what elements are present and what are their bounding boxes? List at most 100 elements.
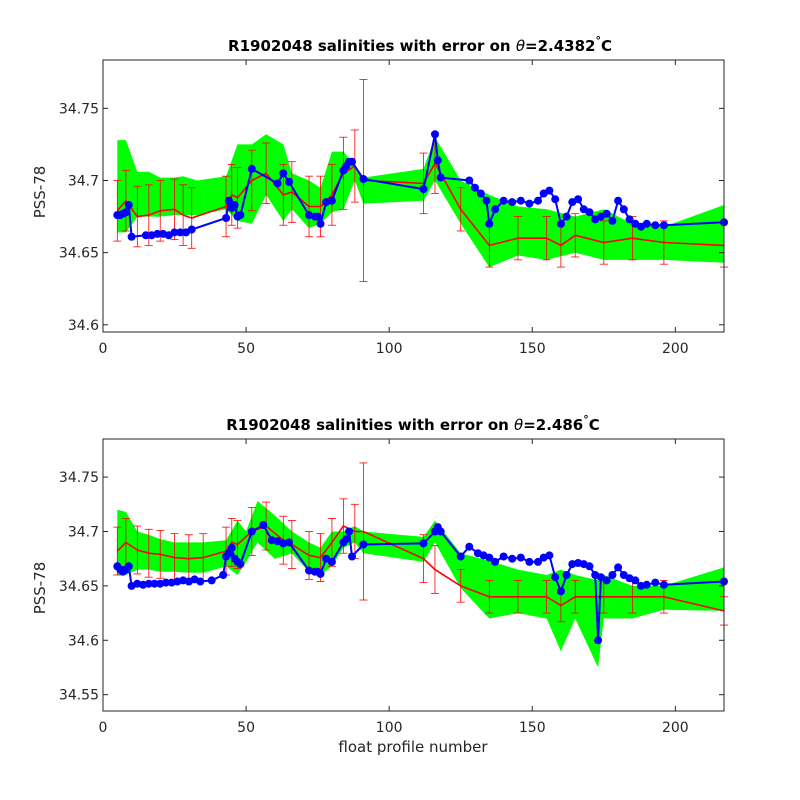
top-y-tick-label: 34.6 <box>68 318 99 334</box>
bottom-float-point <box>491 557 500 566</box>
bottom-y-tick-label: 34.75 <box>59 470 99 486</box>
top-float-point <box>625 215 634 224</box>
bottom-title-symbol: θ <box>514 416 523 434</box>
bottom-x-axis-label: float profile number <box>338 738 488 756</box>
top-float-point <box>170 228 179 237</box>
top-float-point <box>465 176 474 185</box>
bottom-float-point <box>342 535 351 544</box>
bottom-float-point <box>259 521 268 529</box>
top-x-tick-label: 50 <box>237 341 255 357</box>
bottom-y-tick-label: 34.7 <box>68 524 99 540</box>
top-float-point <box>141 231 150 240</box>
top-float-point <box>121 208 130 217</box>
top-float-point <box>327 196 336 205</box>
bottom-float-point <box>594 636 603 645</box>
bottom-float-point <box>124 562 133 571</box>
bottom-float-point <box>614 563 623 572</box>
top-float-point <box>651 221 660 230</box>
bottom-float-point <box>327 557 336 566</box>
top-float-point <box>224 196 233 205</box>
bottom-x-tick-label: 200 <box>662 720 689 736</box>
bottom-chart-title: R1902048 salinities with error on θ=2.48… <box>226 413 600 434</box>
top-float-point <box>614 196 623 205</box>
bottom-float-point <box>359 540 368 549</box>
bottom-float-point <box>419 539 428 548</box>
bottom-float-point <box>508 554 517 563</box>
top-x-tick-label: 150 <box>519 341 546 357</box>
top-float-point <box>153 229 162 238</box>
bottom-plot-frame <box>102 438 725 712</box>
bottom-mapped-line <box>116 524 725 612</box>
top-float-point <box>230 201 239 209</box>
top-float-point <box>348 157 356 166</box>
top-float-point <box>545 186 554 195</box>
top-title-degree: ° <box>595 34 601 47</box>
bottom-axis-layer: 0 50 100 150 200 34.55 34.6 34.65 34.7 34.75 <box>59 438 725 736</box>
bottom-float-point <box>556 587 565 596</box>
top-float-point <box>562 212 571 221</box>
top-float-point <box>534 196 542 205</box>
bottom-float-point <box>456 552 465 561</box>
top-float-point <box>516 196 525 205</box>
bottom-mapped-layer <box>116 524 725 612</box>
bottom-title-unit: C <box>589 416 600 434</box>
bottom-float-point <box>631 576 640 585</box>
top-float-point <box>419 185 428 194</box>
top-plot-frame <box>102 59 725 333</box>
top-float-point <box>247 164 256 173</box>
bottom-title-value: =2.486 <box>523 416 583 434</box>
bottom-float-point <box>236 560 245 569</box>
bottom-x-tick-label: 100 <box>376 720 403 736</box>
top-y-tick-label: 34.75 <box>59 101 99 117</box>
top-float-point <box>491 205 500 214</box>
top-x-tick-label: 200 <box>662 341 689 357</box>
bottom-float-layer <box>113 521 728 645</box>
bottom-float-point <box>196 577 205 586</box>
top-float-point <box>285 177 293 186</box>
bottom-float-point <box>534 557 542 566</box>
bottom-float-point <box>144 579 153 588</box>
bottom-error-band <box>117 501 725 668</box>
bottom-y-tick-label: 34.55 <box>59 688 99 704</box>
bottom-float-point <box>551 573 560 582</box>
top-float-point <box>574 195 583 204</box>
top-float-point <box>222 214 231 222</box>
top-float-point <box>508 198 517 207</box>
top-float-point <box>608 216 617 225</box>
top-x-tick-label: 100 <box>376 341 403 357</box>
top-float-point <box>313 212 322 221</box>
top-float-point <box>436 173 445 182</box>
top-axis-layer: 0 50 100 150 200 34.6 34.65 34.7 34.75 <box>59 59 725 357</box>
top-float-point <box>642 219 651 228</box>
top-float-point <box>433 156 442 165</box>
top-float-point <box>619 205 628 214</box>
bottom-float-point <box>608 571 617 579</box>
top-float-point <box>176 228 185 237</box>
top-float-point <box>127 232 136 241</box>
bottom-title-degree: ° <box>583 413 589 426</box>
top-float-point <box>124 201 133 209</box>
bottom-float-point <box>525 557 534 566</box>
top-float-point <box>431 130 439 139</box>
bottom-title-prefix: R1902048 salinities with error on <box>226 416 514 434</box>
top-title-unit: C <box>601 37 612 55</box>
top-x-tick-label: 0 <box>99 341 108 357</box>
bottom-float-point <box>499 552 508 561</box>
top-mapped-line <box>116 161 725 247</box>
top-float-point <box>187 225 196 234</box>
bottom-float-point <box>207 576 216 585</box>
top-float-point <box>602 209 611 218</box>
bottom-float-point <box>436 527 445 536</box>
top-float-point <box>585 208 594 217</box>
top-title-symbol: θ <box>516 37 525 55</box>
bottom-float-point <box>516 553 525 562</box>
top-title-prefix: R1902048 salinities with error on <box>228 37 516 55</box>
bottom-float-point <box>602 576 611 585</box>
bottom-float-point <box>642 580 651 589</box>
bottom-float-point <box>247 527 256 536</box>
bottom-float-point <box>465 542 474 551</box>
top-title-value: =2.4382 <box>525 37 595 55</box>
bottom-float-point <box>316 569 325 578</box>
bottom-float-point <box>219 571 228 579</box>
